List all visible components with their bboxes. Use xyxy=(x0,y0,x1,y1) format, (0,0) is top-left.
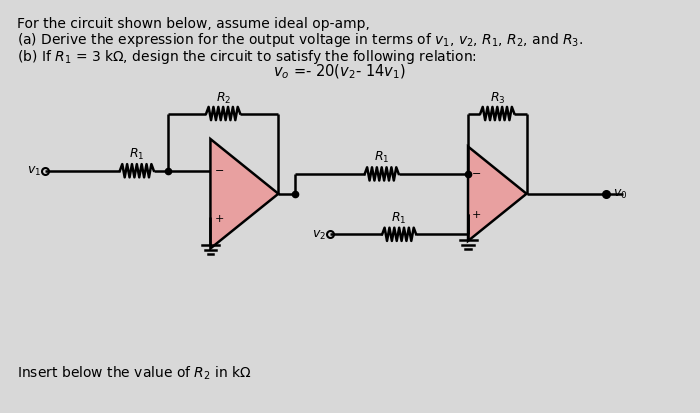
Text: For the circuit shown below, assume ideal op-amp,: For the circuit shown below, assume idea… xyxy=(17,17,370,31)
Text: $R_1$: $R_1$ xyxy=(129,147,144,162)
Text: $R_2$: $R_2$ xyxy=(216,91,231,106)
Text: +: + xyxy=(215,213,225,223)
Text: $R_1$: $R_1$ xyxy=(374,150,389,165)
Text: +: + xyxy=(472,210,481,220)
Text: −: − xyxy=(215,165,225,176)
Text: $v_o$ =- 20($v_2$- 14$v_1$): $v_o$ =- 20($v_2$- 14$v_1$) xyxy=(274,62,406,81)
Text: Insert below the value of $R_2$ in kΩ: Insert below the value of $R_2$ in kΩ xyxy=(17,363,252,381)
Text: $v_2$: $v_2$ xyxy=(312,228,326,241)
Polygon shape xyxy=(468,147,526,241)
Text: $v_1$: $v_1$ xyxy=(27,165,41,178)
Text: $v_0$: $v_0$ xyxy=(613,188,628,201)
Text: −: − xyxy=(472,169,481,178)
Text: (b) If $R_1$ = 3 kΩ, design the circuit to satisfy the following relation:: (b) If $R_1$ = 3 kΩ, design the circuit … xyxy=(17,47,477,65)
Polygon shape xyxy=(211,140,279,249)
Text: $R_3$: $R_3$ xyxy=(489,91,505,106)
Text: $R_1$: $R_1$ xyxy=(391,210,407,225)
Text: (a) Derive the expression for the output voltage in terms of $v_1$, $v_2$, $R_1$: (a) Derive the expression for the output… xyxy=(17,31,583,50)
